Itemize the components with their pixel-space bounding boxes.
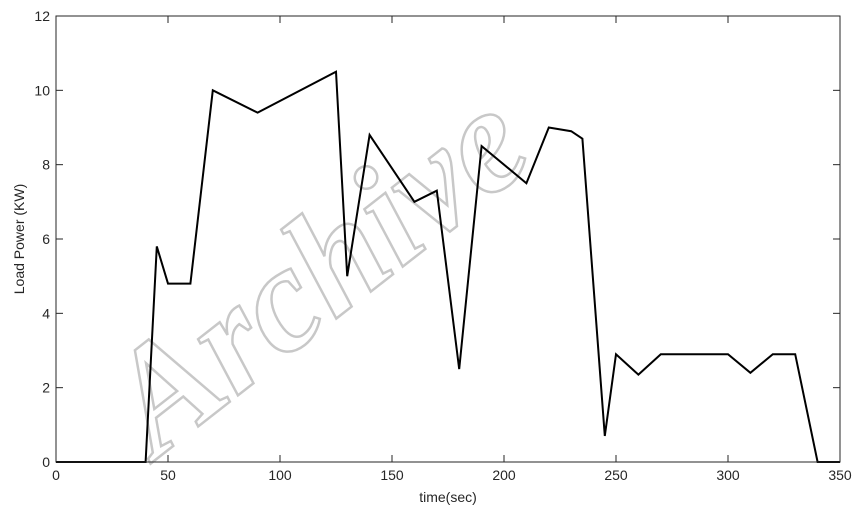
y-tick-label: 8 bbox=[42, 157, 50, 173]
x-tick-label: 350 bbox=[828, 467, 852, 483]
y-tick-label: 2 bbox=[42, 380, 50, 396]
y-axis-label: Load Power (KW) bbox=[11, 184, 27, 294]
series-line bbox=[56, 70, 840, 463]
plot-area bbox=[56, 16, 840, 462]
y-tick-label: 12 bbox=[34, 8, 50, 24]
series-group bbox=[56, 70, 840, 463]
x-tick-label: 300 bbox=[716, 467, 740, 483]
x-axis-label: time(sec) bbox=[419, 489, 477, 505]
x-tick-label: 50 bbox=[160, 467, 176, 483]
x-tick-label: 200 bbox=[492, 467, 516, 483]
y-tick-label: 6 bbox=[42, 231, 50, 247]
x-tick-label: 250 bbox=[604, 467, 628, 483]
x-tick-label: 0 bbox=[52, 467, 60, 483]
y-tick-label: 0 bbox=[42, 454, 50, 470]
y-tick-label: 10 bbox=[34, 82, 50, 98]
x-tick-label: 150 bbox=[380, 467, 404, 483]
x-tick-label: 100 bbox=[268, 467, 292, 483]
tick-labels: 0 50 100 150 200 250 300 350 0 2 4 6 8 10 12 bbox=[34, 8, 851, 483]
plot-frame bbox=[55, 15, 841, 463]
y-tick-label: 4 bbox=[42, 305, 50, 321]
